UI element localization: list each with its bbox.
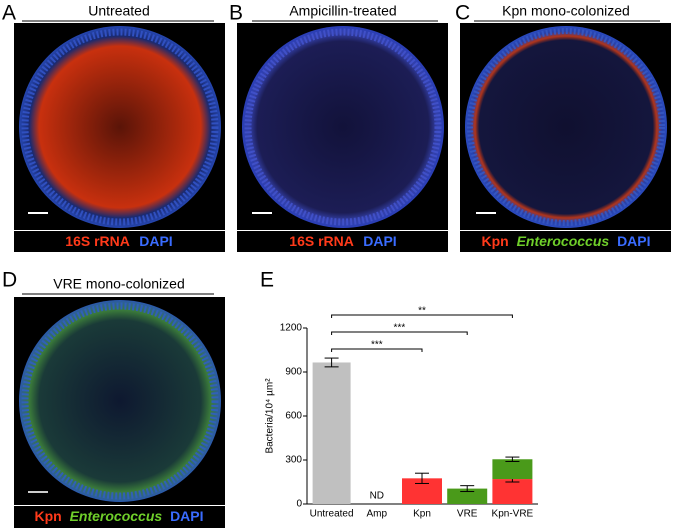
- panel-label: E: [260, 269, 274, 292]
- error-bar: [324, 357, 339, 368]
- stain: Enterococcus: [517, 233, 610, 249]
- error-bar: [505, 456, 520, 462]
- x-tick-label: Kpn-VRE: [492, 509, 534, 520]
- panel-c: C Kpn mono-colonized Kpn Enterococcus DA…: [455, 2, 671, 252]
- bar-chart: E Bacteria/10⁴ µm² 0 300 600 900 1200 Untreat…: [260, 269, 538, 520]
- stain: Kpn: [34, 508, 61, 524]
- significance-label: **: [418, 306, 426, 317]
- x-tick-label: Untreated: [310, 509, 354, 520]
- panel-b: B Ampicillin-treated 16S rRNA DAPI: [229, 2, 448, 252]
- stain: 16S rRNA: [289, 233, 353, 249]
- bar: [492, 479, 533, 504]
- stain: Kpn: [481, 233, 508, 249]
- panel-title: Kpn mono-colonized: [502, 3, 630, 19]
- panel-title: Untreated: [88, 3, 149, 19]
- tissue-section: [19, 300, 221, 502]
- x-tick-label: VRE: [457, 509, 478, 520]
- panel-label: C: [455, 2, 470, 25]
- bar: [447, 488, 488, 504]
- panel-label: A: [2, 2, 16, 25]
- error-bar: [415, 472, 429, 484]
- bar: [492, 459, 533, 480]
- stain: DAPI: [139, 233, 172, 249]
- epithelium: [21, 302, 219, 500]
- stain-bar: [14, 506, 225, 528]
- stain-legend: Kpn Enterococcus DAPI: [481, 233, 650, 249]
- y-axis-label: Bacteria/10⁴ µm²: [265, 378, 276, 454]
- panel-a: A Untreated 16S rRNA DAPI: [2, 2, 225, 252]
- y-tick-label: 300: [285, 455, 302, 466]
- x-tick-label: Amp: [367, 509, 388, 520]
- x-tick-label: Kpn: [413, 509, 431, 520]
- significance-bracket: [331, 331, 468, 335]
- epithelium: [244, 28, 442, 226]
- panel-title: VRE mono-colonized: [53, 276, 185, 292]
- panel-title: Ampicillin-treated: [289, 3, 396, 19]
- significance-label: ***: [394, 323, 406, 334]
- stain-legend: 16S rRNA DAPI: [65, 233, 172, 249]
- significance-bracket: [331, 314, 513, 318]
- stain-legend: Kpn Enterococcus DAPI: [34, 508, 203, 524]
- annotation: ND: [370, 491, 384, 502]
- significance-label: ***: [371, 340, 383, 351]
- bar: [312, 362, 351, 504]
- epithelium: [467, 28, 665, 226]
- tissue-section: [465, 26, 667, 228]
- stain: 16S rRNA: [65, 233, 129, 249]
- epithelium: [21, 28, 219, 226]
- tissue-section: [242, 26, 444, 228]
- y-tick-label: 0: [296, 499, 302, 510]
- y-tick-label: 900: [285, 367, 302, 378]
- y-tick-label: 1200: [280, 323, 303, 334]
- error-bar: [460, 485, 475, 493]
- panel-label: D: [2, 269, 17, 292]
- tissue-section: [19, 26, 221, 228]
- stain: DAPI: [363, 233, 396, 249]
- stain-bar: [14, 231, 225, 252]
- y-tick-label: 600: [285, 411, 302, 422]
- stain: DAPI: [617, 233, 650, 249]
- stain: Enterococcus: [70, 508, 163, 524]
- stain-bar: [460, 231, 671, 252]
- stain-legend: 16S rRNA DAPI: [289, 233, 396, 249]
- stain: DAPI: [170, 508, 203, 524]
- panel-label: B: [229, 2, 243, 25]
- stain-bar: [237, 231, 448, 252]
- panel-d: D VRE mono-colonized Kpn Enterococcus DA…: [2, 269, 225, 528]
- significance-bracket: [331, 348, 423, 352]
